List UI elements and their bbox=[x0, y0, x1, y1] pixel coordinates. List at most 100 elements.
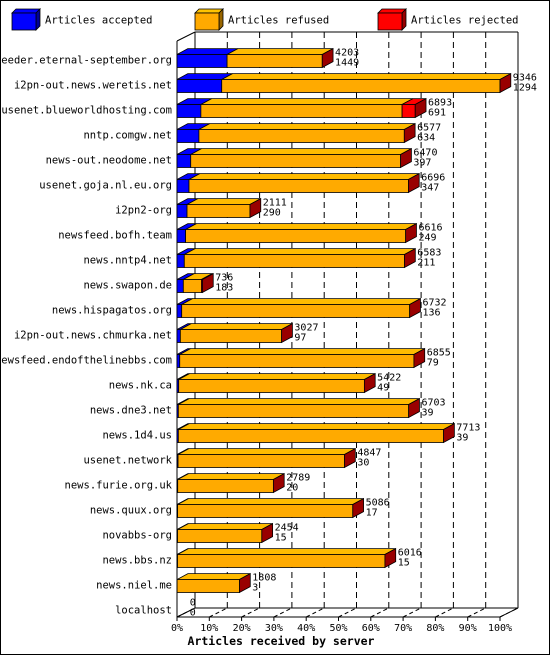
bar-end-side bbox=[261, 522, 274, 544]
bar-refused-top bbox=[221, 73, 511, 80]
bar-refused bbox=[177, 454, 345, 468]
bar-end-side bbox=[344, 447, 356, 469]
value-total: 6732 bbox=[422, 298, 446, 309]
bar-refused-top bbox=[185, 223, 417, 230]
value-accepted: 39 bbox=[421, 408, 433, 419]
bar-refused bbox=[200, 104, 403, 118]
bar-refused bbox=[181, 304, 411, 318]
value-total: 0 bbox=[190, 598, 196, 609]
y-tick-label: news.nntp4.net bbox=[83, 255, 172, 267]
legend-swatch bbox=[377, 12, 403, 31]
bar-end-side bbox=[400, 147, 412, 169]
bar-refused bbox=[221, 79, 501, 93]
bar-refused bbox=[179, 354, 415, 368]
bar-accepted bbox=[176, 229, 187, 243]
floor-tick bbox=[435, 607, 454, 618]
value-total: 6855 bbox=[427, 348, 451, 359]
bar-end-side bbox=[281, 322, 293, 344]
legend-swatch bbox=[11, 12, 37, 31]
x-tick-label: 30% bbox=[265, 623, 283, 634]
value-accepted: 1294 bbox=[513, 83, 537, 94]
floor-tick bbox=[370, 607, 390, 618]
floor-tick bbox=[499, 607, 519, 618]
legend-swatch bbox=[194, 12, 220, 31]
value-total: 2111 bbox=[263, 198, 287, 209]
bar-end-side bbox=[239, 572, 251, 594]
bar-refused-top bbox=[180, 323, 293, 330]
bar-end-side bbox=[202, 272, 214, 294]
bar-accepted bbox=[176, 154, 192, 168]
value-accepted: 15 bbox=[398, 558, 410, 569]
bar-refused-top bbox=[179, 348, 425, 355]
bar-accepted bbox=[176, 254, 185, 268]
y-tick-label: news.bbs.nz bbox=[102, 555, 172, 567]
value-accepted: 397 bbox=[413, 158, 431, 169]
value-total: 2454 bbox=[275, 523, 299, 534]
bar-end-side bbox=[403, 122, 416, 144]
value-total: 6696 bbox=[421, 173, 445, 184]
floor-tick bbox=[402, 607, 422, 618]
bar-accepted bbox=[176, 354, 181, 368]
bar-refused bbox=[198, 129, 405, 143]
y-tick-label: localhost bbox=[115, 605, 172, 617]
x-tick-label: 100% bbox=[488, 623, 512, 634]
bar-refused bbox=[178, 379, 365, 393]
y-axis-top bbox=[176, 31, 196, 42]
y-tick-label: usenet.goja.nl.eu.org bbox=[39, 180, 172, 192]
bar-refused-top bbox=[177, 498, 364, 505]
x-tick-label: 60% bbox=[362, 623, 380, 634]
legend-swatch-side bbox=[35, 8, 41, 31]
y-tick-label: news.1d4.us bbox=[102, 430, 172, 442]
legend-label: Articles rejected bbox=[411, 15, 518, 27]
bar-refused bbox=[177, 529, 263, 543]
bar-refused bbox=[186, 204, 251, 218]
floor-tick bbox=[467, 607, 486, 618]
value-accepted: 183 bbox=[215, 283, 233, 294]
bar-end-side bbox=[409, 297, 421, 319]
value-total: 6470 bbox=[413, 148, 437, 159]
value-accepted: 17 bbox=[366, 508, 378, 519]
x-tick-label: 70% bbox=[394, 623, 412, 634]
y-tick-label: news.swapon.de bbox=[83, 280, 172, 292]
bar-refused bbox=[185, 229, 407, 243]
bar-accepted bbox=[176, 279, 184, 293]
x-tick-label: 20% bbox=[233, 623, 251, 634]
value-total: 6893 bbox=[428, 98, 452, 109]
value-accepted: 249 bbox=[418, 233, 436, 244]
value-total: 4203 bbox=[335, 48, 359, 59]
bar-accepted bbox=[176, 329, 181, 343]
value-total: 1808 bbox=[252, 573, 276, 584]
bar-refused bbox=[179, 329, 283, 343]
value-accepted: 15 bbox=[275, 533, 287, 544]
bar-refused bbox=[190, 154, 402, 168]
y-tick-label: news.nk.ca bbox=[109, 380, 172, 392]
bar-refused-top bbox=[198, 123, 416, 130]
value-total: 4847 bbox=[357, 448, 381, 459]
y-tick-label: news.furie.org.uk bbox=[65, 480, 173, 492]
value-accepted: 20 bbox=[286, 483, 298, 494]
legend-label: Articles accepted bbox=[45, 15, 152, 27]
value-total: 7713 bbox=[456, 423, 480, 434]
bar-refused bbox=[226, 54, 323, 68]
bar-end-side bbox=[405, 222, 417, 244]
bar-accepted bbox=[176, 79, 223, 93]
y-tick-label: news-out.neodome.net bbox=[46, 155, 172, 167]
bar-refused-top bbox=[177, 548, 396, 555]
bar-refused bbox=[177, 479, 274, 493]
bar-end-side bbox=[404, 247, 416, 269]
y-tick-label: feeder.eternal-september.org bbox=[0, 55, 172, 67]
bar-refused bbox=[188, 179, 409, 193]
value-accepted: 347 bbox=[421, 183, 439, 194]
legend-swatch-top bbox=[377, 8, 407, 14]
legend-swatch-top bbox=[11, 8, 41, 14]
y-tick-label: i2pn-out.news.weretis.net bbox=[14, 80, 172, 92]
floor-tick bbox=[241, 607, 260, 618]
bar-refused-top bbox=[178, 423, 455, 430]
bar-refused-top bbox=[178, 373, 376, 380]
bar-refused bbox=[183, 254, 405, 268]
floor-tick bbox=[273, 607, 293, 618]
bar-end-side bbox=[408, 172, 420, 194]
x-tick-label: 80% bbox=[426, 623, 444, 634]
bar-refused-top bbox=[226, 48, 334, 55]
